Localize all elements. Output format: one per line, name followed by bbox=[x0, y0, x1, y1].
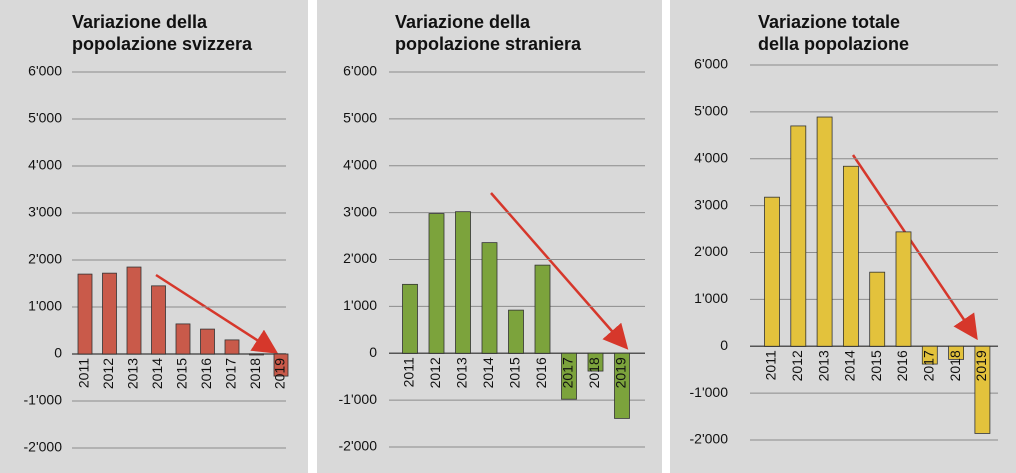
bar bbox=[587, 352, 604, 372]
y-tick-label: 4'000 bbox=[694, 149, 728, 165]
x-tick-label: 2012 bbox=[789, 350, 805, 381]
bar bbox=[126, 266, 142, 355]
y-tick-label: 1'000 bbox=[694, 290, 728, 306]
y-tick-label: 2'000 bbox=[28, 251, 62, 267]
x-tick-label: 2016 bbox=[198, 358, 214, 389]
bar bbox=[175, 323, 191, 355]
y-tick-label: -1'000 bbox=[339, 391, 378, 407]
y-tick-label: 6'000 bbox=[343, 63, 377, 79]
y-tick-label: -1'000 bbox=[690, 384, 729, 400]
x-tick-label: 2014 bbox=[480, 357, 496, 388]
y-tick-label: 0 bbox=[54, 345, 62, 361]
bar bbox=[249, 353, 264, 356]
y-tick-label: 4'000 bbox=[343, 156, 377, 172]
y-tick-label: 3'000 bbox=[28, 204, 62, 220]
y-tick-label: 1'000 bbox=[343, 297, 377, 313]
chart-title: popolazione svizzera bbox=[72, 34, 253, 54]
x-tick-label: 2019 bbox=[613, 357, 629, 388]
x-tick-label: 2017 bbox=[223, 358, 239, 389]
bar bbox=[151, 285, 166, 355]
chart-title: della popolazione bbox=[758, 34, 909, 54]
bar bbox=[102, 272, 117, 355]
x-tick-label: 2011 bbox=[76, 358, 92, 388]
y-tick-label: 5'000 bbox=[343, 110, 377, 126]
bar bbox=[948, 345, 965, 360]
x-tick-label: 2012 bbox=[427, 357, 443, 388]
y-tick-label: 0 bbox=[369, 344, 377, 360]
bar bbox=[895, 231, 912, 347]
x-tick-label: 2015 bbox=[174, 358, 190, 389]
bar bbox=[790, 125, 807, 347]
x-tick-label: 2019 bbox=[272, 358, 288, 389]
bar bbox=[764, 196, 780, 347]
bar bbox=[481, 242, 498, 354]
bar bbox=[921, 345, 938, 365]
bar bbox=[842, 165, 859, 347]
x-tick-label: 2015 bbox=[868, 350, 884, 381]
bar bbox=[534, 264, 551, 354]
bar bbox=[455, 211, 471, 354]
bar bbox=[402, 283, 418, 354]
y-tick-label: 5'000 bbox=[694, 103, 728, 119]
trend-arrow bbox=[851, 154, 978, 341]
bar bbox=[614, 352, 630, 419]
bar bbox=[974, 345, 991, 434]
bar bbox=[428, 213, 445, 354]
bar bbox=[224, 339, 240, 355]
bar bbox=[273, 353, 289, 377]
x-tick-label: 2018 bbox=[247, 358, 263, 389]
x-tick-label: 2018 bbox=[586, 357, 602, 388]
x-tick-label: 2014 bbox=[842, 350, 858, 381]
y-tick-label: 6'000 bbox=[28, 63, 62, 79]
x-tick-label: 2013 bbox=[815, 350, 831, 381]
x-tick-label: 2014 bbox=[149, 358, 165, 389]
trend-arrow bbox=[155, 273, 279, 354]
bar bbox=[200, 328, 215, 355]
y-tick-label: 1'000 bbox=[28, 298, 62, 314]
x-tick-label: 2018 bbox=[947, 350, 963, 381]
x-tick-label: 2013 bbox=[125, 358, 141, 389]
y-tick-label: 0 bbox=[720, 337, 728, 353]
y-tick-label: 2'000 bbox=[694, 243, 728, 259]
x-tick-label: 2019 bbox=[973, 350, 989, 381]
bar bbox=[561, 352, 577, 400]
bar bbox=[508, 309, 524, 354]
y-tick-label: -2'000 bbox=[24, 439, 63, 455]
trend-arrow bbox=[490, 192, 629, 350]
y-tick-label: 6'000 bbox=[694, 56, 728, 72]
chart-title: Variazione della bbox=[395, 12, 531, 32]
x-tick-label: 2016 bbox=[533, 357, 549, 388]
y-tick-label: -2'000 bbox=[339, 438, 378, 454]
bar bbox=[869, 271, 886, 347]
y-tick-label: -1'000 bbox=[24, 392, 63, 408]
y-tick-label: 5'000 bbox=[28, 110, 62, 126]
y-tick-label: 3'000 bbox=[343, 203, 377, 219]
x-tick-label: 2017 bbox=[560, 357, 576, 388]
chart-title: Variazione della bbox=[72, 12, 208, 32]
y-tick-label: 4'000 bbox=[28, 157, 62, 173]
bar bbox=[77, 273, 93, 355]
x-tick-label: 2011 bbox=[763, 350, 779, 380]
x-tick-label: 2011 bbox=[401, 357, 417, 387]
y-tick-label: -2'000 bbox=[690, 431, 729, 447]
x-tick-label: 2013 bbox=[454, 357, 470, 388]
chart-title: popolazione straniera bbox=[395, 34, 582, 54]
x-tick-label: 2016 bbox=[894, 350, 910, 381]
x-tick-label: 2015 bbox=[507, 357, 523, 388]
chart-title: Variazione totale bbox=[758, 12, 900, 32]
x-tick-label: 2017 bbox=[921, 350, 937, 381]
bar bbox=[816, 116, 833, 347]
x-tick-label: 2012 bbox=[100, 358, 116, 389]
y-tick-label: 2'000 bbox=[343, 250, 377, 266]
y-tick-label: 3'000 bbox=[694, 196, 728, 212]
